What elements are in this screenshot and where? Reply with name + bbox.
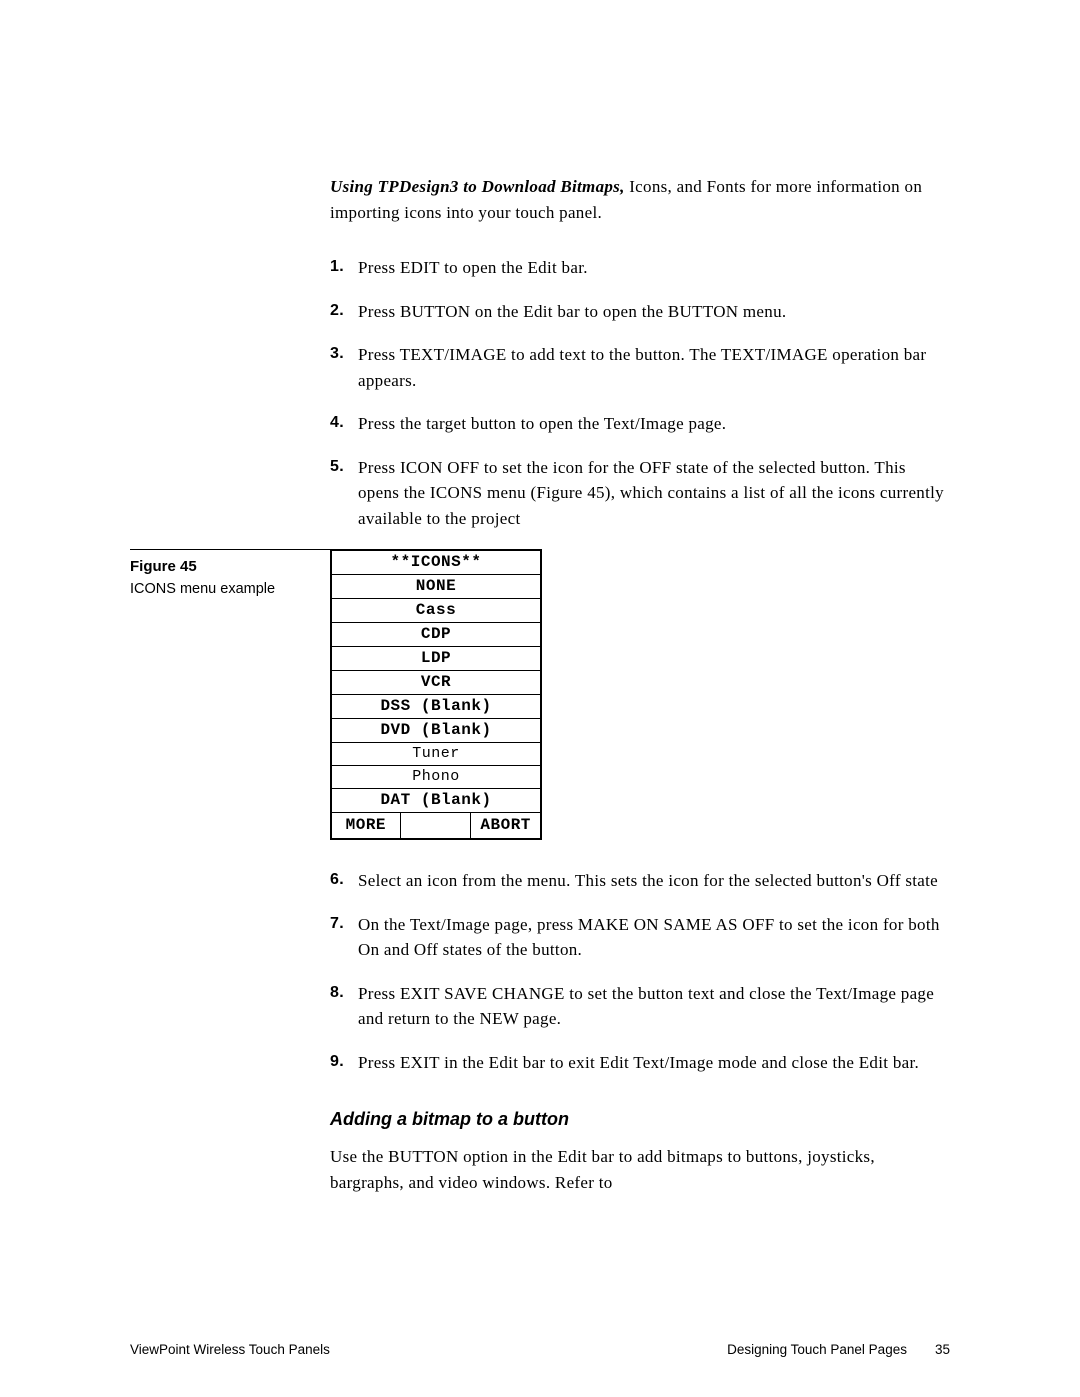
step-item: Press ICON OFF to set the icon for the O… [330, 455, 950, 532]
step-item: Press BUTTON on the Edit bar to open the… [330, 299, 950, 325]
page-content: Using TPDesign3 to Download Bitmaps, Ico… [130, 174, 950, 1195]
menu-row: LDP [332, 647, 540, 671]
menu-row: NONE [332, 575, 540, 599]
subheading: Adding a bitmap to a button [330, 1109, 950, 1130]
footer-page-number: 35 [935, 1342, 950, 1357]
menu-row: DAT (Blank) [332, 789, 540, 813]
menu-title: **ICONS** [332, 551, 540, 575]
step-item: Press EXIT in the Edit bar to exit Edit … [330, 1050, 950, 1076]
intro-lead: Using TPDesign3 to Download Bitmaps, [330, 177, 625, 196]
figure-desc: ICONS menu example [130, 581, 330, 597]
menu-blank-cell [401, 813, 472, 838]
step-item: Press the target button to open the Text… [330, 411, 950, 437]
footer-section: Designing Touch Panel Pages [727, 1342, 907, 1357]
figure-block: Figure 45 ICONS menu example **ICONS** N… [130, 549, 950, 840]
steps-list-b: Select an icon from the menu. This sets … [330, 868, 950, 1075]
menu-row: Phono [332, 766, 540, 789]
menu-abort: ABORT [471, 813, 540, 838]
menu-bottom-row: MORE ABORT [332, 813, 540, 838]
step-item: Press EXIT SAVE CHANGE to set the button… [330, 981, 950, 1032]
menu-row: CDP [332, 623, 540, 647]
page-footer: ViewPoint Wireless Touch Panels Designin… [130, 1342, 950, 1357]
intro-paragraph: Using TPDesign3 to Download Bitmaps, Ico… [330, 174, 950, 225]
figure-label: Figure 45 [130, 558, 330, 575]
step-item: Select an icon from the menu. This sets … [330, 868, 950, 894]
icons-menu: **ICONS** NONE Cass CDP LDP VCR DSS (Bla… [330, 549, 542, 840]
step-item: Press TEXT/IMAGE to add text to the butt… [330, 342, 950, 393]
footer-right: Designing Touch Panel Pages 35 [727, 1342, 950, 1357]
menu-row: DVD (Blank) [332, 719, 540, 743]
menu-more: MORE [332, 813, 401, 838]
step-item: Press EDIT to open the Edit bar. [330, 255, 950, 281]
footer-left: ViewPoint Wireless Touch Panels [130, 1342, 330, 1357]
body-paragraph: Use the BUTTON option in the Edit bar to… [330, 1144, 950, 1195]
steps-list-a: Press EDIT to open the Edit bar. Press B… [330, 255, 950, 531]
menu-row: VCR [332, 671, 540, 695]
menu-row: Tuner [332, 743, 540, 766]
menu-row: Cass [332, 599, 540, 623]
figure-caption: Figure 45 ICONS menu example [130, 549, 330, 840]
menu-row: DSS (Blank) [332, 695, 540, 719]
step-item: On the Text/Image page, press MAKE ON SA… [330, 912, 950, 963]
